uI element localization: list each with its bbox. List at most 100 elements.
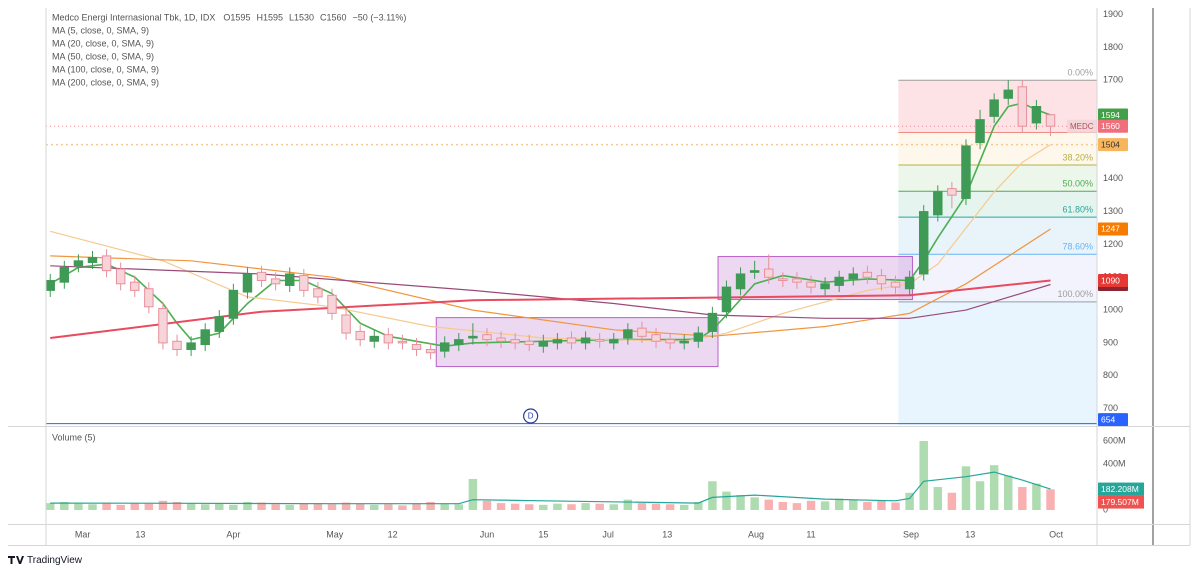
candle-body xyxy=(693,332,704,342)
fib-label: 38.20% xyxy=(1062,152,1093,162)
volume-bar xyxy=(60,501,69,510)
candle-body xyxy=(454,339,464,346)
volume-bar xyxy=(595,503,604,510)
ma-price-tag: 1594 xyxy=(1101,110,1120,120)
volume-bar xyxy=(750,497,759,510)
candle-body xyxy=(369,335,379,342)
volume-bar xyxy=(722,491,731,510)
volume-tag-bg xyxy=(1098,482,1144,496)
candle-body xyxy=(313,288,323,298)
candle-body xyxy=(299,275,309,291)
volume-tick-label: 600M xyxy=(1103,435,1126,445)
x-tick-label: 13 xyxy=(135,529,145,539)
volume-bar xyxy=(355,503,365,510)
fib-label: 78.60% xyxy=(1062,242,1093,252)
y-tick-label: 1700 xyxy=(1103,75,1123,85)
volume-bar xyxy=(341,502,351,510)
x-tick-label: Aug xyxy=(748,529,764,539)
y-tick-label: 1300 xyxy=(1103,206,1123,216)
volume-bar xyxy=(933,487,943,510)
candle-body xyxy=(1031,106,1042,124)
volume-bar xyxy=(158,500,168,510)
header-value: C1560 xyxy=(320,12,347,22)
y-tick-label: 800 xyxy=(1103,370,1118,380)
fib-band xyxy=(898,132,1097,165)
volume-bar xyxy=(116,504,125,510)
volume-bar xyxy=(623,499,633,510)
legend-entry: MA (50, close, 0, SMA, 9) xyxy=(52,51,154,61)
candle-body xyxy=(144,288,154,308)
volume-tick-label: 0 xyxy=(1103,504,1108,514)
candle-body xyxy=(609,339,619,344)
volume-bar xyxy=(482,500,492,510)
candle-body xyxy=(792,278,802,283)
volume-bar xyxy=(440,503,449,510)
header-value: O1595 xyxy=(223,12,250,22)
header-value: L1530 xyxy=(289,12,314,22)
candle-body xyxy=(200,329,210,346)
candle-body xyxy=(834,276,844,286)
candle-body xyxy=(933,191,943,216)
candle-body xyxy=(285,273,295,286)
candle-body xyxy=(496,337,506,342)
y-tick-label: 1200 xyxy=(1103,239,1123,249)
ma-price-tag-bg xyxy=(1098,138,1128,152)
volume-bar xyxy=(426,501,435,510)
volume-bar xyxy=(764,499,773,510)
x-tick-label: Sep xyxy=(903,529,919,539)
candle-body xyxy=(158,307,168,344)
volume-bar xyxy=(581,503,590,510)
volume-bar xyxy=(975,481,985,510)
volume-bar xyxy=(46,503,55,510)
fib-label: 100.00% xyxy=(1057,289,1093,299)
moving-average xyxy=(50,279,1051,339)
candle-body xyxy=(679,340,689,344)
volume-bar xyxy=(961,466,971,510)
x-tick-label: 13 xyxy=(965,529,975,539)
volume-bar xyxy=(412,503,421,510)
volume-bar xyxy=(102,502,111,510)
volume-tag: 179.507M xyxy=(1101,497,1139,507)
volume-bar xyxy=(525,504,534,510)
volume-bar xyxy=(947,492,957,510)
volume-tag-bg xyxy=(1098,495,1144,509)
candle-body xyxy=(397,340,408,344)
y-tick-label: 900 xyxy=(1103,337,1118,347)
symbol-tag: MEDC xyxy=(1070,122,1094,131)
branding: TradingView xyxy=(27,555,83,566)
last-price-tag: 1560 xyxy=(1101,121,1120,131)
volume-title: Volume (5) xyxy=(52,432,96,442)
volume-bar xyxy=(130,503,139,510)
header-value: −50 (−3.11%) xyxy=(353,12,407,22)
legend-entry: MA (20, close, 0, SMA, 9) xyxy=(52,38,154,48)
volume-bar xyxy=(989,465,999,510)
fib-band xyxy=(898,164,1097,192)
volume-bar xyxy=(398,505,407,510)
candle-body xyxy=(735,273,746,290)
candle-body xyxy=(651,334,661,342)
candle-body xyxy=(623,329,633,339)
candle-body xyxy=(848,273,858,280)
y-tick-label: 1800 xyxy=(1103,42,1123,52)
volume-bar xyxy=(736,495,745,510)
event-marker-label: D xyxy=(528,412,534,421)
volume-bar xyxy=(285,504,294,510)
volume-bar xyxy=(496,503,506,510)
candle-body xyxy=(947,188,957,196)
event-marker xyxy=(523,408,539,424)
candle-body xyxy=(820,283,830,290)
fib-label: 0.00% xyxy=(1067,68,1093,78)
candle-body xyxy=(764,268,774,278)
candle-body xyxy=(806,281,816,288)
volume-bar xyxy=(609,504,618,510)
volume-bar xyxy=(454,504,464,510)
candle-body xyxy=(425,348,436,354)
candle-body xyxy=(904,276,915,290)
volume-bar xyxy=(905,492,914,510)
volume-bar xyxy=(172,501,182,510)
fib-extension xyxy=(898,301,1097,425)
candle-body xyxy=(665,339,675,344)
candle-body xyxy=(439,342,450,352)
volume-bar xyxy=(468,478,478,510)
